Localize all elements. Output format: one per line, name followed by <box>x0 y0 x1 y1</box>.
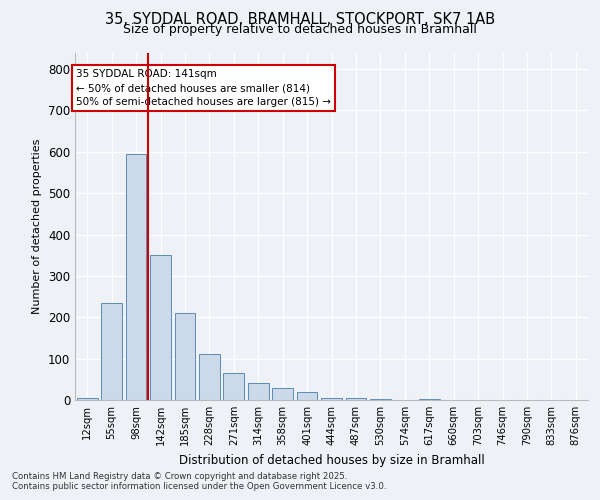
Bar <box>101 303 122 400</box>
Bar <box>77 398 98 400</box>
X-axis label: Distribution of detached houses by size in Bramhall: Distribution of detached houses by size … <box>179 454 484 466</box>
Bar <box>419 399 440 400</box>
Text: Contains HM Land Registry data © Crown copyright and database right 2025.: Contains HM Land Registry data © Crown c… <box>12 472 347 481</box>
Bar <box>272 388 293 400</box>
Bar <box>125 154 146 400</box>
Bar <box>223 373 244 400</box>
Bar <box>150 255 171 400</box>
Text: Size of property relative to detached houses in Bramhall: Size of property relative to detached ho… <box>123 24 477 36</box>
Y-axis label: Number of detached properties: Number of detached properties <box>32 138 43 314</box>
Bar <box>296 392 317 400</box>
Bar <box>346 398 367 400</box>
Text: 35 SYDDAL ROAD: 141sqm
← 50% of detached houses are smaller (814)
50% of semi-de: 35 SYDDAL ROAD: 141sqm ← 50% of detached… <box>76 69 331 107</box>
Bar <box>321 398 342 400</box>
Text: Contains public sector information licensed under the Open Government Licence v3: Contains public sector information licen… <box>12 482 386 491</box>
Text: 35, SYDDAL ROAD, BRAMHALL, STOCKPORT, SK7 1AB: 35, SYDDAL ROAD, BRAMHALL, STOCKPORT, SK… <box>105 12 495 28</box>
Bar <box>199 354 220 400</box>
Bar <box>175 313 196 400</box>
Bar <box>370 399 391 400</box>
Bar <box>248 384 269 400</box>
